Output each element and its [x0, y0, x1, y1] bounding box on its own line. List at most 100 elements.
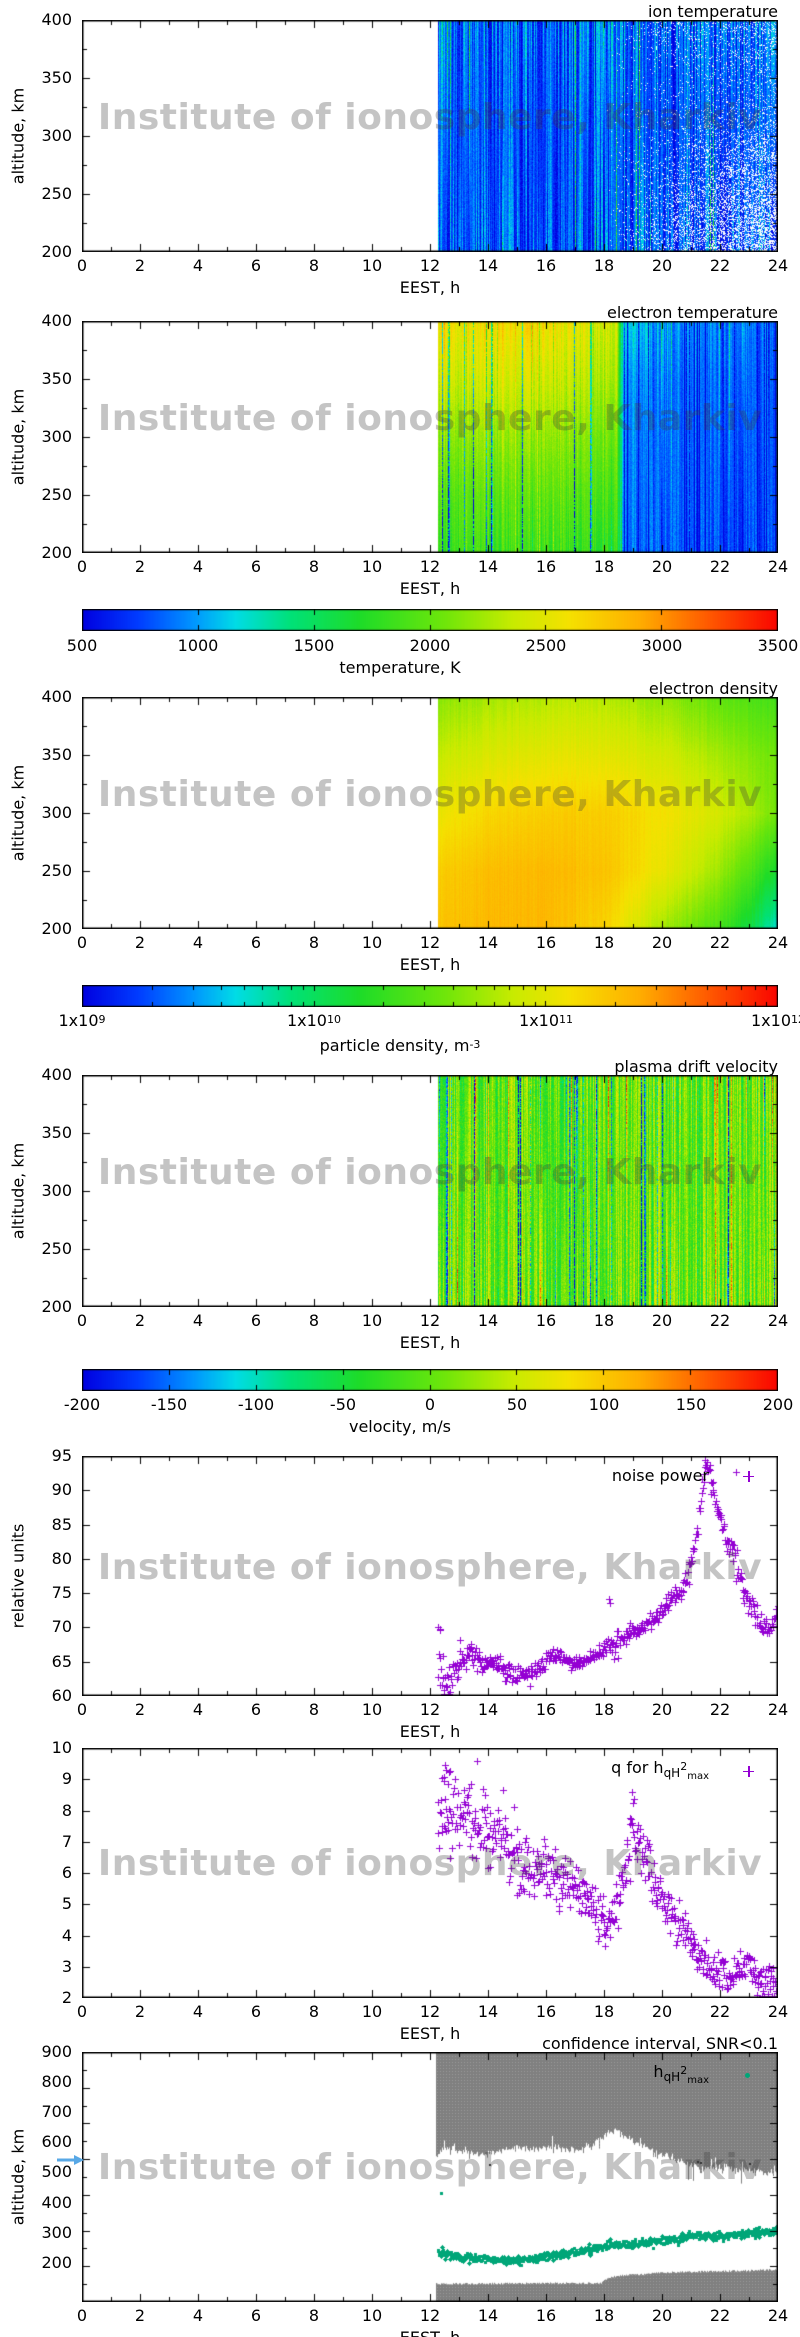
x-tick-label: 18 — [593, 2306, 615, 2325]
velocity_colorbar-canvas — [82, 1369, 778, 1391]
x-tick-label: 2 — [134, 933, 146, 952]
density_colorbar-canvas — [82, 985, 778, 1007]
x-tick-label: 6 — [250, 1700, 262, 1719]
x-axis-label: EEST, h — [399, 1333, 461, 1352]
legend-dot-marker — [745, 2072, 750, 2078]
legend-text: noise power — [611, 1466, 709, 1485]
x-tick-label: 6 — [250, 557, 262, 576]
y-tick-label: 300 — [41, 1181, 72, 1200]
x-tick-label: 10 — [361, 557, 383, 576]
x-tick-label: 0 — [76, 2306, 88, 2325]
x-tick-label: 4 — [192, 256, 204, 275]
y-tick-label: 250 — [41, 1239, 72, 1258]
x-tick-label: 24 — [767, 557, 789, 576]
x-tick-label: 2 — [134, 1311, 146, 1330]
x-tick-label: 6 — [250, 256, 262, 275]
x-tick-label: 22 — [709, 2002, 731, 2021]
legend-text: hqH2max — [653, 2062, 709, 2086]
y-tick-label: 80 — [51, 1548, 72, 1568]
x-tick-label: 16 — [535, 256, 557, 275]
y-tick-label: 400 — [41, 687, 72, 706]
x-tick-label: 4 — [192, 2306, 204, 2325]
panel-title-electron_temperature: electron temperature — [606, 303, 778, 322]
x-tick-label: 16 — [535, 1311, 557, 1330]
colorbar-tick-label: 1x1011 — [519, 1011, 574, 1030]
x-axis-label: EEST, h — [399, 579, 461, 598]
x-tick-label: 24 — [767, 1311, 789, 1330]
y-tick-label: 60 — [51, 1686, 72, 1705]
x-tick-label: 16 — [535, 1700, 557, 1719]
electron_density-canvas — [82, 697, 778, 929]
colorbar-tick-label: 1x1010 — [286, 1011, 341, 1030]
x-tick-label: 6 — [250, 933, 262, 952]
x-tick-label: 20 — [651, 2002, 673, 2021]
x-tick-label: 10 — [361, 2306, 383, 2325]
y-tick-label: 350 — [41, 369, 72, 388]
y-tick-label: 400 — [41, 1065, 72, 1084]
panel-title-plasma_drift_velocity: plasma drift velocity — [614, 1057, 778, 1076]
x-tick-label: 0 — [76, 557, 88, 576]
y-tick-label: 900 — [41, 2042, 72, 2061]
x-tick-label: 8 — [308, 1311, 320, 1330]
panel-title-electron_density: electron density — [648, 679, 778, 698]
x-tick-label: 12 — [419, 1311, 441, 1330]
x-tick-label: 18 — [593, 2002, 615, 2021]
x-tick-label: 0 — [76, 256, 88, 275]
y-tick-label: 75 — [51, 1583, 72, 1603]
x-tick-label: 8 — [308, 2306, 320, 2325]
x-tick-label: 10 — [361, 1700, 383, 1719]
y-axis-label: altitude, km — [8, 764, 28, 862]
y-tick-label: 300 — [41, 2222, 72, 2242]
temperature_colorbar-canvas — [82, 609, 778, 631]
x-axis-label: EEST, h — [399, 278, 461, 297]
y-tick-label: 200 — [41, 919, 72, 938]
x-tick-label: 14 — [477, 1311, 499, 1330]
x-tick-label: 0 — [76, 1700, 88, 1719]
x-tick-label: 2 — [134, 2002, 146, 2021]
y-tick-label: 200 — [41, 2252, 72, 2272]
x-tick-label: 4 — [192, 557, 204, 576]
colorbar-tick-label: 200 — [762, 1395, 794, 1414]
confidence_interval-legend: hqH2max — [82, 2064, 750, 2086]
colorbar-tick-label: -150 — [150, 1395, 188, 1414]
x-tick-label: 6 — [250, 2002, 262, 2021]
x-tick-label: 4 — [192, 1311, 204, 1330]
x-tick-label: 10 — [361, 256, 383, 275]
colorbar-caption-velocity_colorbar: velocity, m/s — [348, 1417, 451, 1436]
legend-plus-marker — [743, 1765, 754, 1777]
electron_temperature-canvas — [82, 321, 778, 553]
colorbar-tick-label: 500 — [66, 636, 98, 655]
x-axis-label: EEST, h — [399, 1722, 461, 1741]
colorbar-tick-label: -100 — [237, 1395, 275, 1414]
x-tick-label: 14 — [477, 256, 499, 275]
x-tick-label: 18 — [593, 1311, 615, 1330]
x-tick-label: 2 — [134, 256, 146, 275]
x-tick-label: 0 — [76, 2002, 88, 2021]
x-tick-label: 6 — [250, 1311, 262, 1330]
y-tick-label: 300 — [41, 126, 72, 145]
confidence_interval-canvas — [82, 2052, 778, 2302]
x-tick-label: 16 — [535, 2002, 557, 2021]
q_factor-canvas — [82, 1748, 778, 1998]
x-tick-label: 14 — [477, 1700, 499, 1719]
y-tick-label: 700 — [41, 2102, 72, 2122]
colorbar-tick-label: 2000 — [409, 636, 451, 655]
ion_temperature-canvas — [82, 20, 778, 252]
x-tick-label: 8 — [308, 557, 320, 576]
x-tick-label: 2 — [134, 557, 146, 576]
x-tick-label: 12 — [419, 1700, 441, 1719]
x-tick-label: 18 — [593, 933, 615, 952]
y-tick-label: 250 — [41, 861, 72, 880]
x-tick-label: 24 — [767, 933, 789, 952]
y-tick-label: 250 — [41, 485, 72, 504]
x-axis-label: EEST, h — [399, 955, 461, 974]
y-tick-label: 9 — [61, 1769, 72, 1789]
x-tick-label: 8 — [308, 2002, 320, 2021]
x-axis-label: EEST, h — [400, 2328, 460, 2337]
x-tick-label: 14 — [477, 557, 499, 576]
x-tick-label: 20 — [651, 557, 673, 576]
x-tick-label: 20 — [651, 1311, 673, 1330]
noise_power-canvas — [82, 1456, 778, 1696]
y-tick-label: 400 — [41, 2192, 72, 2212]
y-tick-label: 300 — [41, 427, 72, 446]
